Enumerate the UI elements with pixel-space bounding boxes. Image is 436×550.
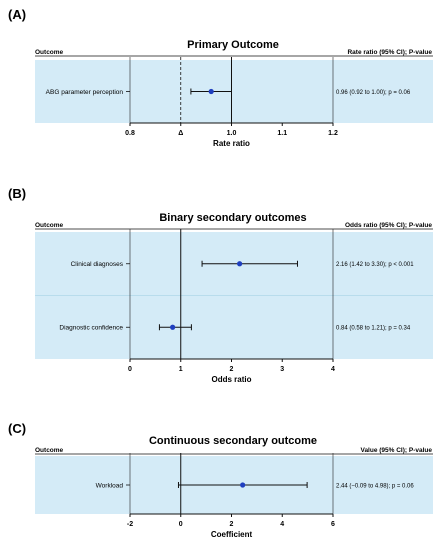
panel-title: Primary Outcome bbox=[187, 39, 279, 51]
x-tick-label: 6 bbox=[331, 521, 335, 528]
panel-label: (C) bbox=[8, 421, 26, 436]
x-tick-label: 3 bbox=[280, 366, 284, 373]
row-outcome-label: ABG parameter perception bbox=[46, 89, 124, 96]
forest-panel-b: (B) Binary secondary outcomes Outcome Odds … bbox=[8, 186, 433, 384]
x-tick-label: 1.1 bbox=[277, 130, 287, 137]
forest-row: Diagnostic confidence 0.84 (0.58 to 1.21)… bbox=[59, 324, 411, 332]
x-tick-label: 0 bbox=[128, 366, 132, 373]
forest-row: ABG parameter perception 0.96 (0.92 to 1.… bbox=[46, 88, 411, 96]
outcome-header: Outcome bbox=[35, 222, 64, 229]
x-tick-label: 0 bbox=[179, 521, 183, 528]
x-tick-label: 0.8 bbox=[125, 130, 135, 137]
row-estimate-text: 0.96 (0.92 to 1.00); p = 0.06 bbox=[336, 90, 411, 96]
row-estimate-text: 2.16 (1.42 to 3.30); p < 0.001 bbox=[336, 262, 414, 268]
x-axis-label: Odds ratio bbox=[211, 375, 251, 384]
point-estimate bbox=[208, 88, 214, 95]
x-tick-label: 2 bbox=[230, 521, 234, 528]
row-outcome-label: Workload bbox=[96, 482, 124, 489]
x-axis-label: Rate ratio bbox=[213, 139, 250, 148]
x-tick-label: 2 bbox=[230, 366, 234, 373]
row-outcome-label: Clinical diagnoses bbox=[71, 261, 124, 268]
panel-label: (B) bbox=[8, 186, 26, 201]
forest-row: Workload 2.44 (−0.09 to 4.98); p = 0.06 bbox=[96, 482, 414, 489]
row-estimate-text: 0.84 (0.58 to 1.21); p = 0.34 bbox=[336, 326, 411, 332]
forest-panel-a: (A) Primary Outcome Outcome Rate ratio (95%… bbox=[8, 7, 433, 148]
x-tick-label: 1.0 bbox=[227, 130, 237, 137]
estimate-header: Rate ratio (95% CI); P-value bbox=[347, 49, 432, 56]
outcome-header: Outcome bbox=[35, 49, 64, 56]
x-tick-label: -2 bbox=[127, 521, 133, 528]
x-tick-label: 1.2 bbox=[328, 130, 338, 137]
x-tick-label: 1 bbox=[179, 366, 183, 373]
point-estimate bbox=[240, 482, 246, 488]
x-tick-label: 4 bbox=[280, 521, 284, 528]
forest-panel-c: (C) Continuous secondary outcome Outcome Va… bbox=[8, 421, 433, 539]
forest-row: Clinical diagnoses 2.16 (1.42 to 3.30); p… bbox=[71, 260, 414, 268]
panel-title: Continuous secondary outcome bbox=[149, 435, 317, 447]
x-axis-label: Coefficient bbox=[211, 530, 253, 539]
outcome-header: Outcome bbox=[35, 447, 64, 454]
row-estimate-text: 2.44 (−0.09 to 4.98); p = 0.06 bbox=[336, 483, 414, 489]
point-estimate bbox=[170, 324, 176, 330]
row-outcome-label: Diagnostic confidence bbox=[59, 325, 123, 332]
x-tick-label: 4 bbox=[331, 366, 335, 373]
x-tick-label: Δ bbox=[178, 130, 183, 137]
estimate-header: Odds ratio (95% CI); P-value bbox=[345, 222, 432, 229]
panel-label: (A) bbox=[8, 7, 26, 22]
panel-background bbox=[35, 60, 433, 123]
estimate-header: Value (95% CI); P-value bbox=[360, 447, 432, 454]
panel-title: Binary secondary outcomes bbox=[159, 212, 306, 224]
point-estimate bbox=[237, 261, 243, 267]
